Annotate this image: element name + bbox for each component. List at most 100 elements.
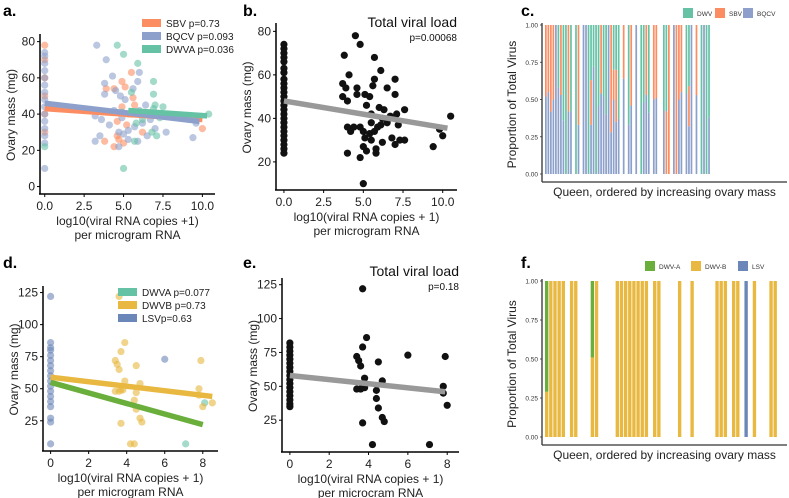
- y-tick-label: 25: [25, 414, 39, 428]
- data-point: [41, 124, 49, 133]
- bar-segment-dwv: [592, 25, 595, 67]
- data-point: [102, 85, 110, 93]
- x-axis-title-line2: per microcram RNA: [318, 486, 423, 498]
- bar-segment-dwv-a: [545, 281, 549, 392]
- data-point: [130, 440, 138, 448]
- data-point: [353, 84, 361, 92]
- data-point: [41, 132, 49, 140]
- y-tick-label: 40: [22, 107, 36, 121]
- bar-segment-sbv: [680, 25, 683, 93]
- y-tick-label: 0.75: [525, 318, 538, 325]
- bar-segment-bqcv: [673, 25, 675, 174]
- bar-segment-bqcv: [562, 120, 565, 174]
- data-point: [359, 419, 367, 427]
- bar-segment-dwv-b: [628, 281, 632, 437]
- data-point: [162, 128, 170, 136]
- bar-segment-dwv-b: [657, 281, 661, 437]
- data-point: [439, 382, 447, 390]
- x-tick-label: 8: [199, 456, 206, 470]
- bar-segment-dwv-b: [690, 281, 694, 437]
- bar-segment-sbv: [678, 25, 680, 100]
- bar-segment-sbv: [552, 25, 555, 100]
- data-point: [41, 117, 49, 125]
- data-point: [362, 147, 371, 155]
- y-tick-label: 50: [264, 379, 278, 393]
- bar-segment-sbv: [567, 25, 570, 112]
- bar-segment-bqcv: [577, 124, 580, 174]
- data-point: [121, 377, 129, 385]
- data-point: [372, 386, 380, 394]
- y-tick-label: 0.50: [525, 357, 538, 364]
- bar-segment-dwv: [597, 25, 600, 106]
- legend-label: DWV-B: [705, 264, 726, 271]
- bar-segment-sbv: [645, 25, 648, 96]
- y-axis-title: Ovary mass (mg): [4, 69, 18, 161]
- data-point: [367, 119, 375, 127]
- y-tick-label: 80: [22, 35, 36, 49]
- bar-segment-bqcv: [615, 121, 618, 174]
- bar-segment-dwv-b: [719, 281, 723, 437]
- bar-segment-dwv: [685, 25, 688, 94]
- bar-segment-bqcv: [642, 102, 645, 174]
- bar-segment-sbv: [600, 25, 602, 94]
- data-point: [121, 338, 129, 347]
- bar-segment-bqcv: [592, 66, 595, 174]
- y-tick-label: 0.00: [525, 435, 538, 442]
- bar-segment-bqcv: [695, 95, 698, 174]
- data-point: [377, 66, 385, 75]
- data-point: [195, 385, 203, 393]
- bar-segment-dwv: [700, 25, 703, 174]
- panel-label: f.: [521, 255, 531, 272]
- bar-segment-dwv: [575, 25, 577, 174]
- y-axis-title: Ovary mass (mg): [240, 61, 254, 153]
- x-tick-label: 6: [405, 457, 412, 471]
- data-point: [374, 404, 382, 412]
- data-point: [374, 358, 382, 366]
- data-point: [47, 292, 55, 301]
- x-tick-label: 2.5: [76, 199, 93, 213]
- y-tick-label: 100: [257, 312, 277, 326]
- data-point: [370, 75, 379, 83]
- data-point: [47, 387, 55, 395]
- data-point: [391, 75, 399, 83]
- y-tick-label: 60: [258, 68, 272, 82]
- data-point: [280, 149, 288, 157]
- data-point: [372, 149, 380, 157]
- p-value-annotation: p=0.00068: [409, 33, 457, 44]
- data-point: [353, 90, 361, 99]
- bar-segment-bqcv: [550, 111, 552, 174]
- bar-segment-sbv: [577, 25, 580, 125]
- bar-segment-lsv: [744, 281, 748, 437]
- bar-segment-dwv-b: [590, 357, 595, 437]
- y-tick-label: 80: [258, 24, 272, 38]
- data-point: [41, 143, 49, 151]
- x-tick-label: 4: [123, 456, 130, 470]
- x-axis-title-line2: per microgram RNA: [313, 224, 419, 238]
- data-point: [380, 417, 388, 426]
- legend-label: DWV: [697, 11, 713, 18]
- data-point: [112, 86, 120, 95]
- panel-label: d.: [3, 255, 17, 272]
- bar-segment-sbv: [590, 80, 592, 125]
- bar-segment-dwv-b: [594, 281, 599, 437]
- bar-segment-dwv: [562, 25, 565, 121]
- y-tick-label: 25: [264, 413, 278, 427]
- bar-segment-bqcv: [560, 95, 562, 174]
- bar-segment-dwv: [642, 25, 645, 103]
- data-point: [366, 93, 374, 101]
- bar-segment-dwv-b: [574, 281, 578, 437]
- data-point: [115, 365, 123, 374]
- bar-segment-bqcv: [590, 124, 592, 174]
- y-tick-label: 1.00: [525, 279, 538, 286]
- data-point: [441, 352, 449, 361]
- data-point: [127, 88, 136, 96]
- data-point: [370, 127, 379, 136]
- bar-segment-dwv-b: [723, 281, 728, 437]
- data-point: [383, 84, 391, 92]
- data-point: [101, 90, 109, 98]
- bar-segment-bqcv: [652, 99, 655, 174]
- bar-segment-dwv-b: [752, 281, 757, 437]
- x-tick-label: 0.0: [276, 195, 293, 209]
- data-point: [197, 356, 205, 365]
- data-point: [142, 101, 150, 109]
